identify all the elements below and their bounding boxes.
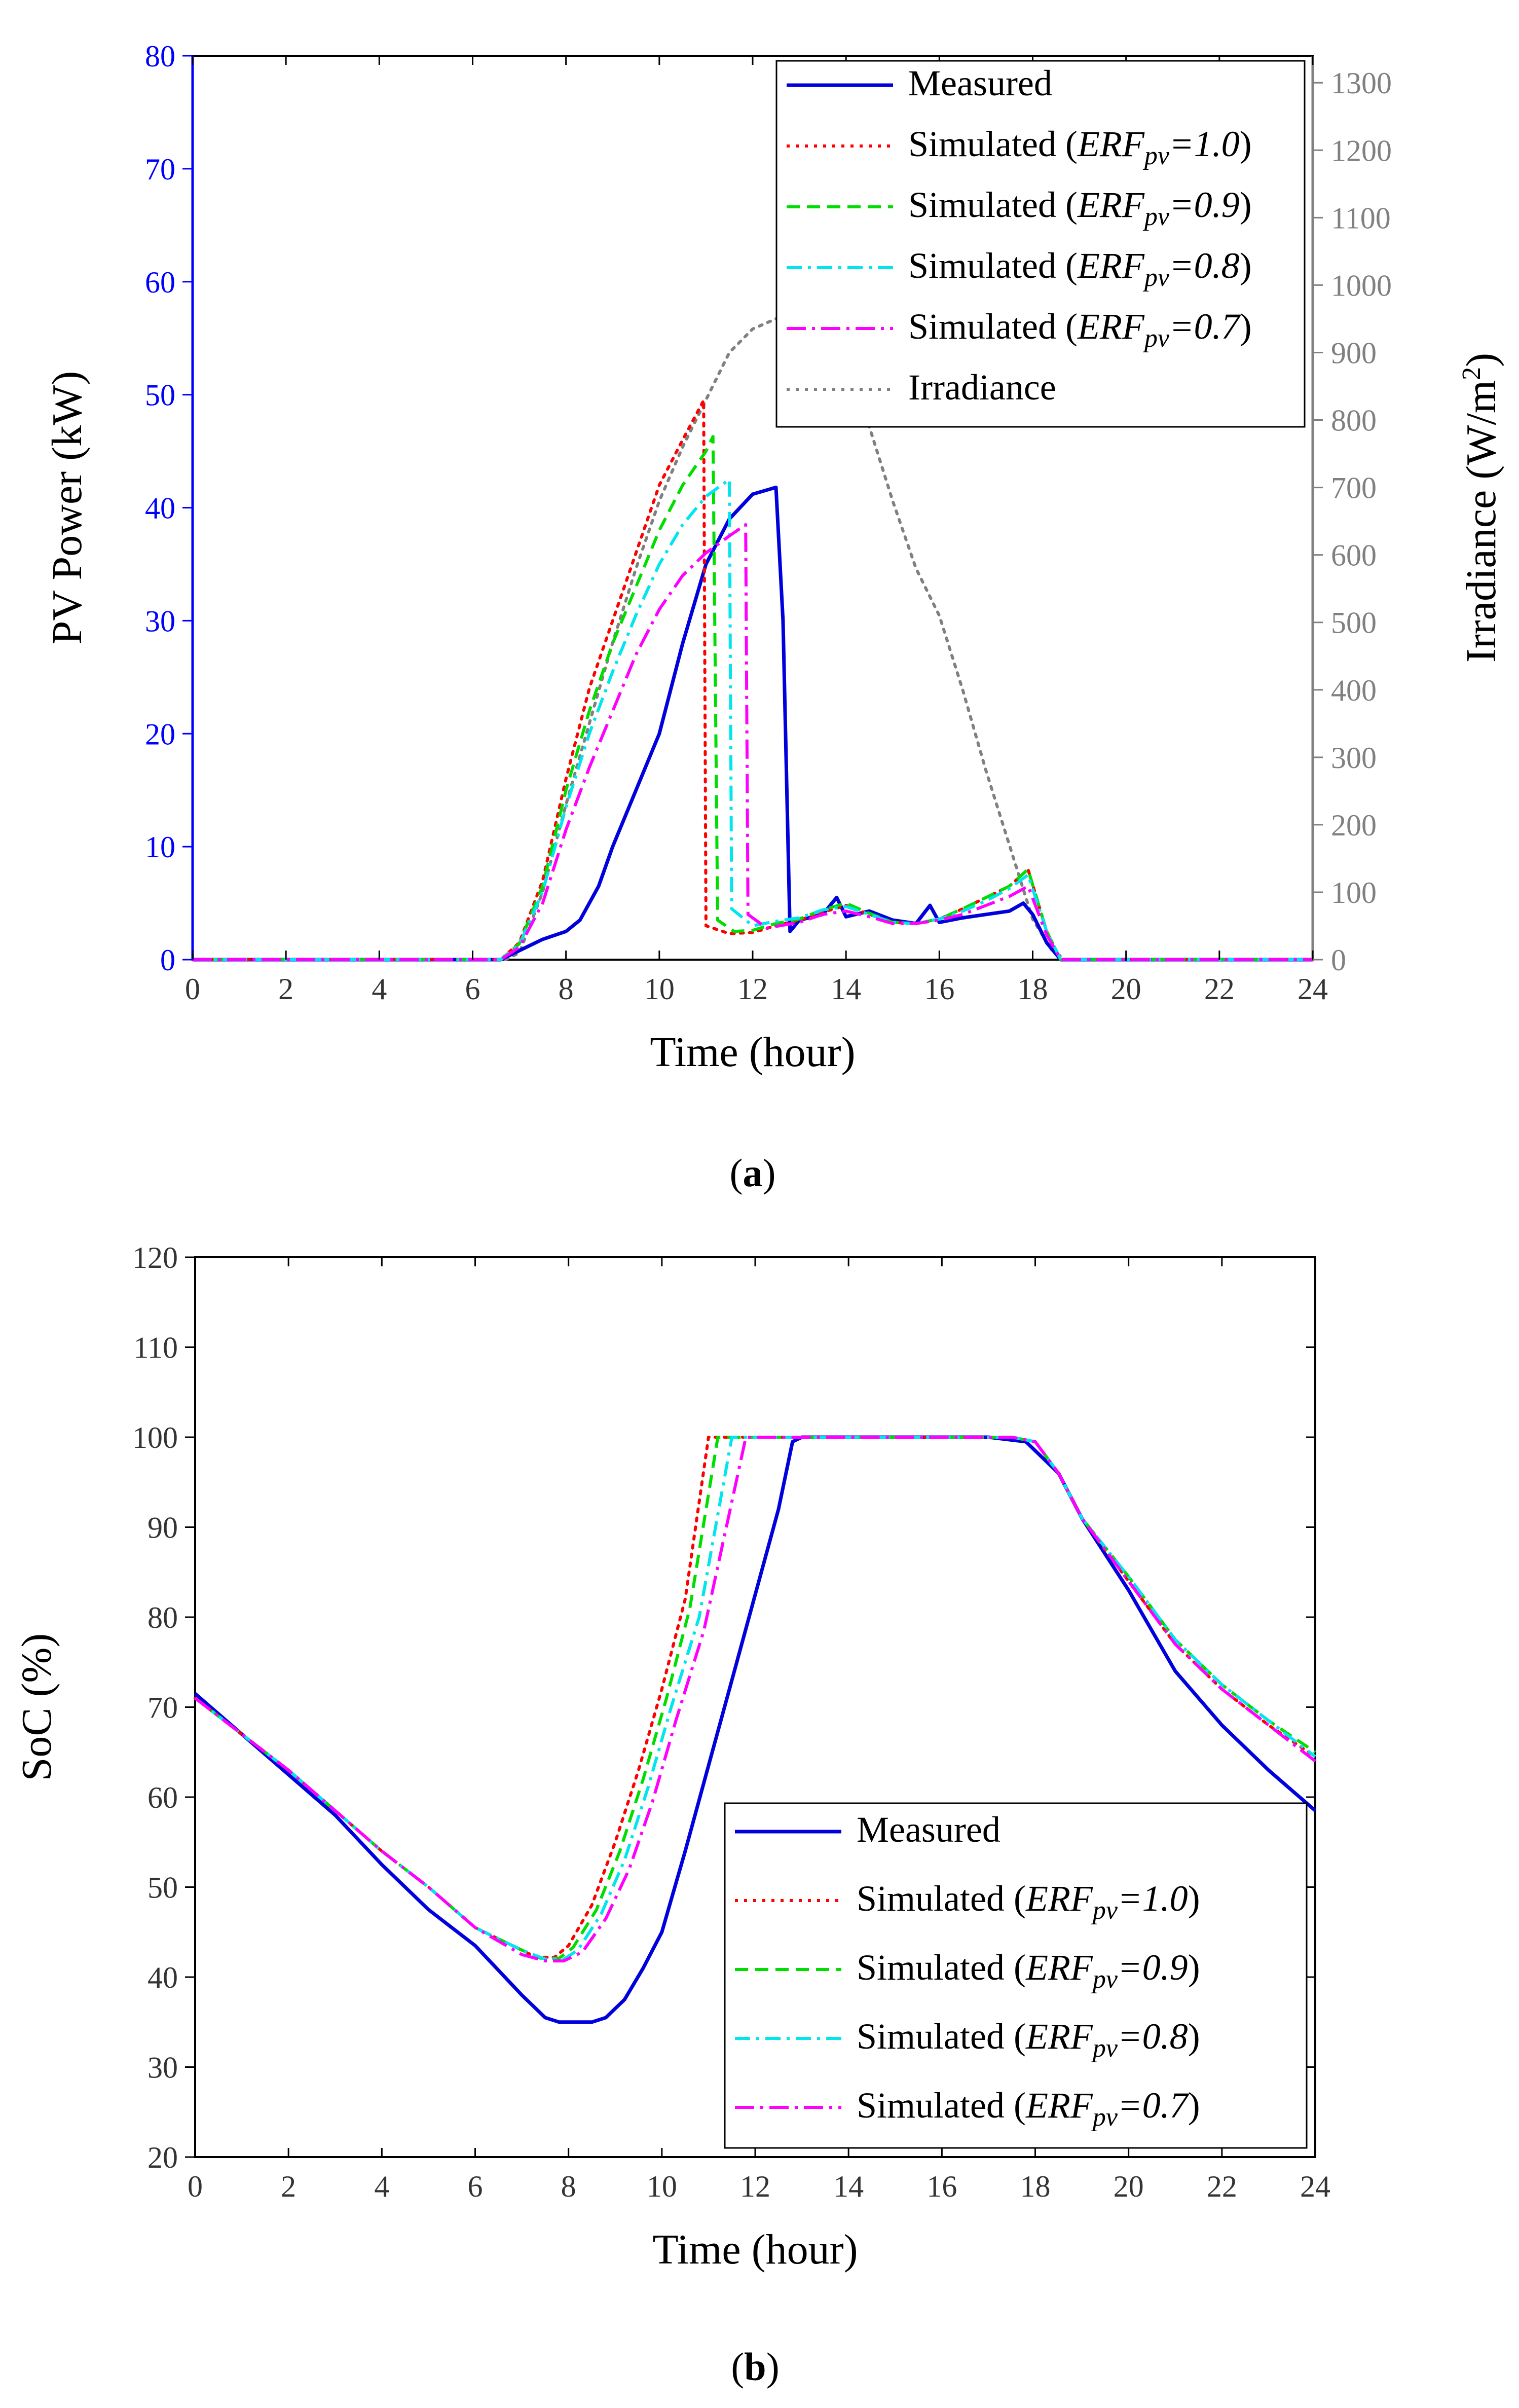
b-series-line-erf-07 [194,1436,1316,1963]
b-y-tick-label: 80 [147,1601,178,1634]
panel-b-letter: b [744,2345,766,2389]
b-legend-label: Simulated (ERFpv=0.7) [857,2085,1200,2132]
b-x-tick-label: 6 [468,2170,483,2203]
b-x-tick-label: 22 [1207,2170,1237,2203]
a-y2-tick-label: 300 [1331,741,1377,775]
panel-a-y2-title-prefix: Irradiance (W/m [1458,380,1505,663]
a-y2-tick-label: 100 [1331,876,1377,909]
a-y2-tick-label: 500 [1331,606,1377,640]
a-y-tick-label: 30 [145,604,175,638]
a-y2-tick-label: 200 [1331,809,1377,842]
b-x-tick-label: 12 [740,2170,770,2203]
a-x-tick-label: 16 [924,972,954,1006]
b-legend-label: Simulated (ERFpv=0.9) [857,1947,1200,1994]
b-x-tick-label: 10 [647,2170,677,2203]
a-x-tick-label: 24 [1298,972,1328,1006]
a-y-tick-label: 0 [160,943,175,977]
panel-b-y-axis-title: SoC (%) [13,1633,60,1781]
a-y2-tick-label: 400 [1331,674,1377,707]
b-legend-label: Measured [857,1809,1001,1850]
a-x-tick-label: 0 [185,972,200,1006]
b-x-tick-label: 4 [374,2170,389,2203]
a-x-tick-label: 12 [737,972,768,1006]
panel-b-legend-box [724,1802,1308,2149]
a-series-line-measured [193,485,1313,962]
a-legend-label: Simulated (ERFpv=0.7) [908,306,1252,353]
b-x-tick-label: 20 [1114,2170,1144,2203]
b-y-tick-label: 20 [147,2141,178,2174]
a-y-tick-label: 20 [145,717,175,751]
panel-b-x-axis-title: Time (hour) [652,2226,858,2273]
b-x-tick-label: 16 [927,2170,957,2203]
b-y-tick-label: 90 [147,1511,178,1545]
panel-a-power-irradiance-chart: 0 2 4 6 8 10 12 14 16 18 20 22 240102030405060708001… [44,40,1505,1195]
a-y2-tick-label: 0 [1331,943,1346,977]
a-x-tick-label: 4 [372,972,387,1006]
b-x-tick-label: 2 [281,2170,296,2203]
b-x-tick-label: 18 [1020,2170,1051,2203]
a-y2-tick-label: 1100 [1331,201,1391,235]
a-y-tick-label: 10 [145,830,175,864]
a-legend-label: Simulated (ERFpv=0.9) [908,185,1252,231]
panel-a-legend: Measured Simulated (ERFpv=1.0) Simulated (… [775,60,1306,428]
panel-a-legend-box [775,60,1306,428]
a-y-tick-label: 50 [145,379,175,412]
a-x-tick-label: 8 [559,972,574,1006]
a-y2-tick-label: 1200 [1331,134,1392,167]
panel-a-letter: a [743,1151,763,1195]
panel-a-y2-title-sup: 2 [1457,367,1486,380]
panel-a-axes-group: 0 2 4 6 8 10 12 14 16 18 20 22 240102030405060708001… [145,40,1392,1006]
panel-b-series-group [194,1435,1317,2024]
panel-a-y2-axis-title: Irradiance (W/m2) [1457,353,1505,663]
a-y-tick-label: 70 [145,153,175,186]
a-x-tick-label: 6 [465,972,480,1006]
a-y-tick-label: 80 [145,40,175,73]
b-series-line-erf-09 [194,1436,1316,1960]
panel-b-caption: (b) [731,2345,779,2389]
b-y-tick-label: 100 [132,1421,178,1454]
b-x-tick-label: 14 [833,2170,864,2203]
b-legend-label: Simulated (ERFpv=0.8) [857,2016,1200,2063]
panel-b-axes-group: 0 2 4 6 8 10 12 14 16 18 20 22 242030405060708090100… [132,1241,1330,2203]
a-x-tick-label: 10 [644,972,675,1006]
a-y2-tick-label: 700 [1331,471,1377,505]
panel-a-y2-title-suffix: ) [1458,353,1505,367]
a-x-tick-label: 22 [1204,972,1235,1006]
a-series-line-erf-09 [193,435,1313,961]
a-x-tick-label: 20 [1111,972,1141,1006]
b-y-tick-label: 110 [133,1331,178,1365]
b-y-tick-label: 70 [147,1691,178,1725]
a-x-tick-label: 18 [1018,972,1048,1006]
b-y-tick-label: 30 [147,2051,178,2085]
a-y2-tick-label: 1300 [1331,66,1392,100]
panel-a-x-axis-title: Time (hour) [650,1029,855,1076]
a-series-line-erf-07 [193,523,1313,961]
panel-a-y-axis-title: PV Power (kW) [44,371,91,645]
a-legend-label: Simulated (ERFpv=1.0) [908,124,1252,170]
a-y2-tick-label: 600 [1331,539,1377,572]
b-x-tick-label: 0 [188,2170,203,2203]
b-y-tick-label: 40 [147,1961,178,1994]
a-legend-label: Measured [908,63,1052,103]
panel-a-caption: (a) [730,1151,776,1195]
a-y2-tick-label: 800 [1331,404,1377,437]
b-x-tick-label: 24 [1300,2170,1330,2203]
panel-b-legend: Measured Simulated (ERFpv=1.0) Simulated (… [724,1802,1308,2149]
a-y2-tick-label: 1000 [1331,269,1392,302]
panel-b-soc-chart: 0 2 4 6 8 10 12 14 16 18 20 22 242030405060708090100… [13,1241,1330,2389]
a-legend-label: Irradiance [908,367,1056,408]
b-y-tick-label: 50 [147,1871,178,1905]
a-x-tick-label: 2 [278,972,293,1006]
a-series-line-erf-08 [193,478,1313,961]
a-y2-tick-label: 900 [1331,336,1377,370]
a-y-tick-label: 40 [145,492,175,525]
b-x-tick-label: 8 [561,2170,576,2203]
b-legend-label: Simulated (ERFpv=1.0) [857,1878,1200,1925]
a-y-tick-label: 60 [145,266,175,299]
a-legend-label: Simulated (ERFpv=0.8) [908,245,1252,292]
b-y-tick-label: 120 [132,1241,178,1274]
a-x-tick-label: 14 [831,972,861,1006]
b-y-tick-label: 60 [147,1781,178,1814]
